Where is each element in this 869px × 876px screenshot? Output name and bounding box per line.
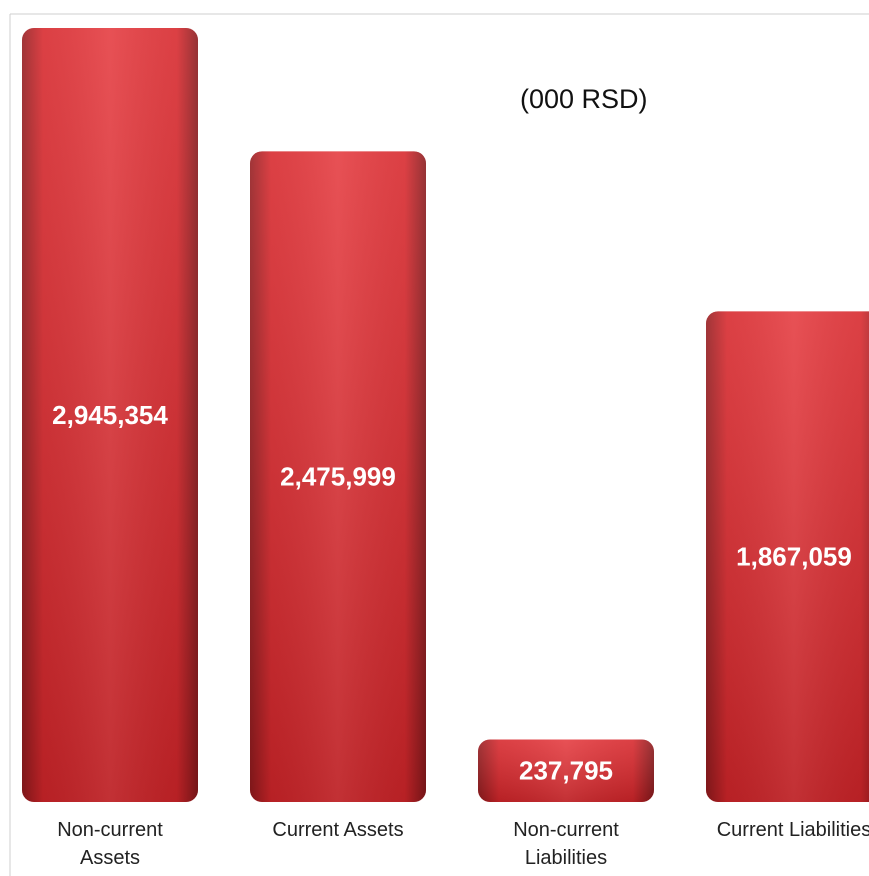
bar xyxy=(250,151,426,802)
bar xyxy=(478,739,654,802)
x-tick-label: Current Liabilities xyxy=(716,819,869,841)
data-label: 1,867,059 xyxy=(736,542,852,572)
x-tick-label: Non-current Liabilities xyxy=(513,819,619,869)
bar-shape xyxy=(478,739,654,802)
x-tick-label: Non-current Assets xyxy=(57,819,163,869)
bar-shape xyxy=(250,151,426,802)
subtitle: (000 RSD) xyxy=(520,84,648,114)
bar xyxy=(706,311,869,802)
bar xyxy=(22,28,198,802)
bar-shape xyxy=(22,28,198,802)
data-label: 237,795 xyxy=(519,756,613,786)
data-label: 2,945,354 xyxy=(52,400,168,430)
bar-shape xyxy=(706,311,869,802)
data-label: 2,475,999 xyxy=(280,462,396,492)
x-tick-label: Current Assets xyxy=(272,819,404,841)
